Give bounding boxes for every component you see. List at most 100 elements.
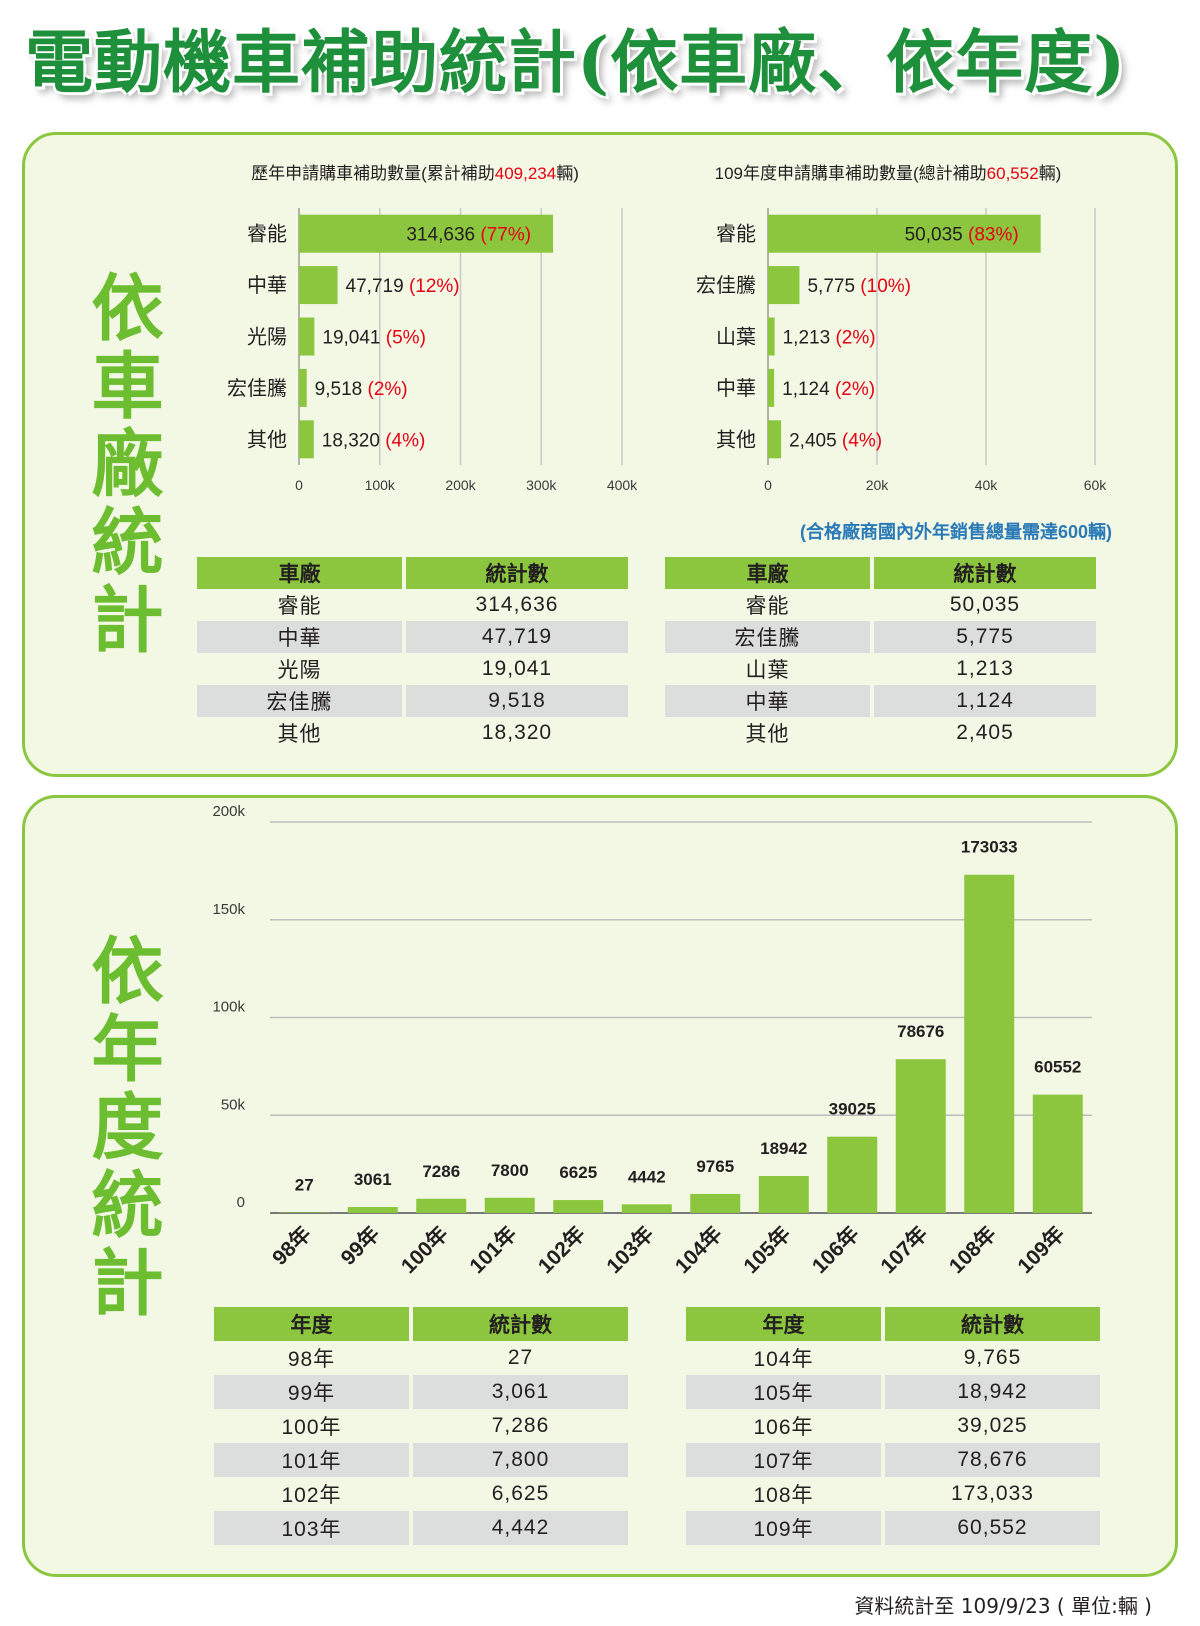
data-label: 9765 xyxy=(696,1157,734,1176)
table-row: 101年 7,800 xyxy=(214,1443,628,1477)
category-label: 睿能 xyxy=(247,223,287,246)
bar xyxy=(768,266,800,305)
table-cell: 105年 xyxy=(686,1375,881,1409)
x-tick-label: 0 xyxy=(764,477,772,493)
data-label: 47,719 (12%) xyxy=(346,276,460,297)
table-row: 中華 47,719 xyxy=(197,621,628,653)
table-row: 其他 2,405 xyxy=(665,717,1096,749)
table-header: 統計數 xyxy=(406,557,628,589)
x-tick-label: 20k xyxy=(866,477,890,493)
table-row: 98年 27 xyxy=(214,1341,628,1375)
chart-title-part: 輛) xyxy=(1039,164,1062,183)
data-label: 314,636 (77%) xyxy=(406,225,531,246)
table-row: 108年 173,033 xyxy=(686,1477,1100,1511)
data-label: 1,124 (2%) xyxy=(782,379,875,400)
table-cell: 60,552 xyxy=(885,1511,1100,1545)
x-tick-label: 40k xyxy=(975,477,999,493)
x-tick-label: 0 xyxy=(295,477,303,493)
data-label: 5,775 (10%) xyxy=(807,276,911,297)
brand-all-chart: 歷年申請購車補助數量(累計補助409,234輛) 0 100k 200k 300k 400… xyxy=(227,164,638,493)
data-label-value: 2,405 xyxy=(789,430,842,451)
table-cell: 27 xyxy=(507,1346,534,1369)
table-row: 睿能 50,035 xyxy=(665,589,1096,621)
table-cell: 109年 xyxy=(686,1511,881,1545)
table-row: 光陽 19,041 xyxy=(197,653,628,685)
data-label: 60552 xyxy=(1034,1058,1081,1077)
table-cell: 106年 xyxy=(753,1416,814,1439)
bar xyxy=(299,368,307,407)
x-tick-label: 60k xyxy=(1084,477,1108,493)
bar xyxy=(895,1059,946,1213)
data-label: 6625 xyxy=(559,1163,597,1182)
table-cell: 19,041 xyxy=(481,657,553,680)
category-label: 其他 xyxy=(716,428,756,451)
bar xyxy=(299,266,338,305)
x-tick-label: 99年 xyxy=(336,1222,384,1270)
x-tick-label: 100年 xyxy=(396,1222,453,1279)
bar xyxy=(964,874,1015,1213)
page-title: 電動機車補助統計(依車廠、依年度) xyxy=(25,23,1127,103)
y-tick-label: 200k xyxy=(212,803,245,820)
category-label: 宏佳騰 xyxy=(696,274,756,297)
table-cell: 107年 xyxy=(686,1443,881,1477)
table-cell: 18,942 xyxy=(885,1375,1100,1409)
table-row: 109年 60,552 xyxy=(686,1511,1100,1545)
x-tick-label: 103年 xyxy=(602,1222,659,1279)
bar xyxy=(758,1175,809,1213)
category-label: 山葉 xyxy=(716,326,756,349)
footnote: 資料統計至 109/9/23 ( 單位:輛 ) xyxy=(854,1594,1152,1618)
bar xyxy=(768,317,775,356)
data-label-value: 47,719 xyxy=(346,276,409,297)
chart-title: 109年度申請購車補助數量(總計補助60,552輛) xyxy=(715,164,1062,183)
bar xyxy=(299,214,554,253)
chart-title-part: 歷年申請購車補助數量(累計補助 xyxy=(251,164,495,183)
data-label-value: 50,035 xyxy=(905,225,968,246)
chart-title-part: 輛) xyxy=(556,164,579,183)
table-cell: 5,775 xyxy=(874,621,1096,653)
table-row: 100年 7,286 xyxy=(214,1409,628,1443)
table-header: 年度 xyxy=(686,1307,881,1341)
category-label: 光陽 xyxy=(247,326,287,349)
data-label: 50,035 (83%) xyxy=(905,225,1019,246)
data-label-percent: (12%) xyxy=(409,276,460,297)
table-row: 中華 1,124 xyxy=(665,685,1096,717)
table-row: 99年 3,061 xyxy=(214,1375,628,1409)
data-label: 7286 xyxy=(422,1162,460,1181)
table-cell: 9,765 xyxy=(963,1346,1022,1369)
chart-title-part: 60,552 xyxy=(987,164,1039,183)
table-row: 102年 6,625 xyxy=(214,1477,628,1511)
table-cell: 3,061 xyxy=(413,1375,628,1409)
table-cell: 山葉 xyxy=(745,659,790,682)
bar xyxy=(484,1197,535,1213)
table-header: 統計數 xyxy=(874,557,1096,589)
x-tick-label: 109年 xyxy=(1013,1222,1070,1279)
data-label: 9,518 (2%) xyxy=(315,379,408,400)
table-cell: 100年 xyxy=(281,1416,342,1439)
x-tick-label: 105年 xyxy=(739,1222,796,1279)
table-row: 其他 18,320 xyxy=(197,717,628,749)
data-label-percent: (2%) xyxy=(835,379,875,400)
table-header: 車廠 xyxy=(665,557,870,589)
table-cell: 108年 xyxy=(753,1484,814,1507)
table-cell: 中華 xyxy=(197,621,402,653)
table-cell: 103年 xyxy=(214,1511,409,1545)
category-label: 宏佳騰 xyxy=(227,377,287,400)
bar xyxy=(768,420,782,459)
data-label: 18,320 (4%) xyxy=(322,430,426,451)
year-right-table: 年度 統計數 104年 9,765 105年 18,942 106年 39,025 107年… xyxy=(682,1307,1104,1545)
bar xyxy=(768,214,1041,253)
table-cell: 78,676 xyxy=(885,1443,1100,1477)
data-label: 7800 xyxy=(491,1161,529,1180)
bar xyxy=(1032,1094,1083,1213)
table-cell: 中華 xyxy=(665,685,870,717)
bar xyxy=(416,1198,467,1213)
data-label-percent: (2%) xyxy=(835,328,875,349)
x-tick-label: 98年 xyxy=(267,1222,315,1270)
bar xyxy=(827,1136,878,1213)
table-cell: 2,405 xyxy=(956,721,1014,744)
bar xyxy=(299,420,314,459)
x-tick-label: 300k xyxy=(526,477,557,493)
data-label-value: 9,518 xyxy=(315,379,368,400)
table-row: 宏佳騰 9,518 xyxy=(197,685,628,717)
